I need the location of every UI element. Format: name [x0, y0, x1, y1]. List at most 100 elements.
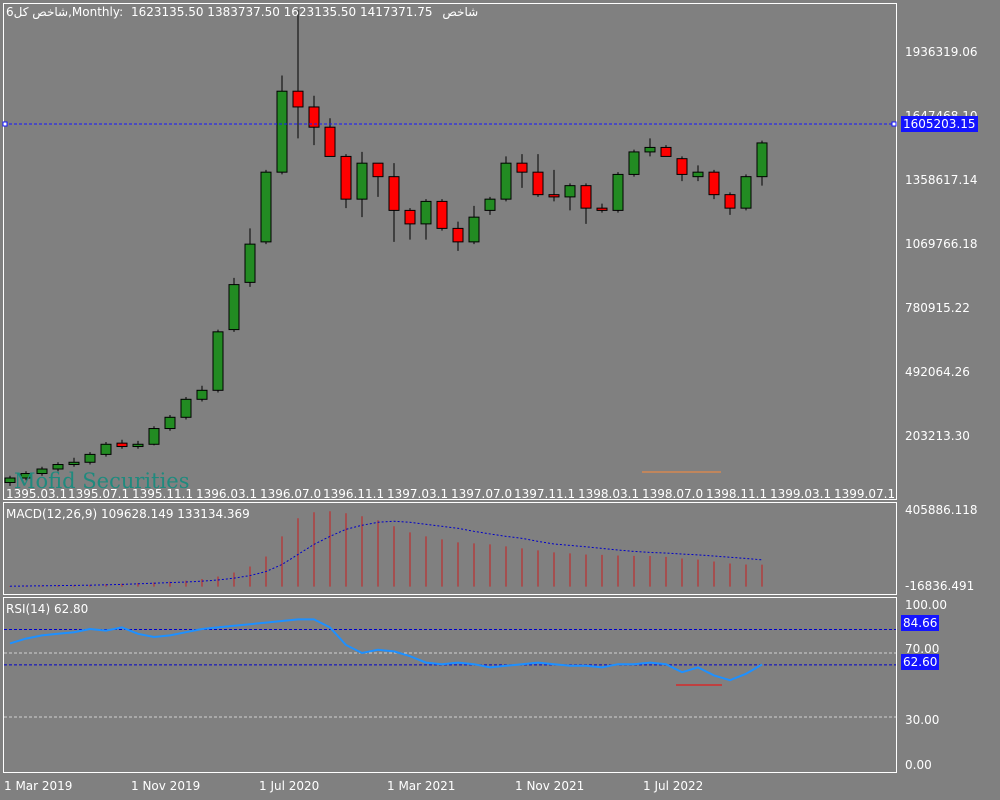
candle[interactable] — [276, 75, 288, 175]
price-line-handle-left[interactable] — [2, 121, 8, 127]
candle[interactable] — [116, 439, 128, 449]
candle[interactable] — [212, 329, 224, 393]
candle[interactable] — [340, 154, 352, 209]
candle[interactable] — [196, 385, 208, 402]
candle[interactable] — [228, 277, 240, 332]
candle[interactable] — [180, 397, 192, 420]
bear-candle-body — [308, 106, 320, 128]
candle[interactable] — [628, 149, 640, 177]
candle[interactable] — [740, 174, 752, 211]
inner-date-label: 1395.03.1 — [6, 487, 68, 501]
current-price-tag: 1605203.15 — [901, 116, 978, 132]
bear-candle-body — [580, 185, 592, 209]
price-line-handle-right[interactable] — [891, 121, 897, 127]
candle[interactable] — [20, 471, 32, 481]
candle[interactable] — [308, 95, 320, 146]
inner-date-label: 1398.07.0 — [642, 487, 704, 501]
timeframe-label: Monthly: — [71, 5, 124, 19]
bull-candle-body — [164, 416, 176, 430]
bull-candle-body — [180, 398, 192, 418]
time-axis-label: 1 Jul 2020 — [259, 779, 320, 793]
ohlc-values: 1623135.50 1383737.50 1623135.50 1417371… — [130, 5, 433, 19]
candle[interactable] — [260, 169, 272, 245]
candle[interactable] — [708, 169, 720, 200]
candle[interactable] — [676, 156, 688, 182]
candle[interactable] — [52, 462, 64, 472]
candle[interactable] — [36, 466, 48, 476]
price-axis-label: 1936319.06 — [905, 45, 978, 59]
candle[interactable] — [484, 196, 496, 215]
candle[interactable] — [132, 440, 144, 449]
bear-candle-body — [436, 200, 448, 229]
bull-candle-body — [484, 198, 496, 211]
candle[interactable] — [516, 154, 528, 188]
candle[interactable] — [388, 163, 400, 242]
candle[interactable] — [452, 221, 464, 251]
macd-signal-line — [9, 520, 763, 587]
bull-candle-body — [212, 331, 224, 391]
candle[interactable] — [292, 10, 304, 139]
bull-candle-body — [100, 443, 112, 455]
inner-date-label: 1396.11.1 — [323, 487, 385, 501]
candle[interactable] — [580, 183, 592, 224]
candle[interactable] — [164, 415, 176, 431]
candle[interactable] — [692, 165, 704, 182]
candle[interactable] — [660, 145, 672, 157]
bear-candle-body — [404, 209, 416, 225]
bull-candle-body — [228, 284, 240, 331]
inner-date-label: 1399.03.1 — [770, 487, 832, 501]
bull-candle-body — [20, 473, 32, 479]
macd-label: MACD(12,26,9) 109628.149 133134.369 — [6, 507, 250, 521]
price-panel-frame — [3, 3, 897, 500]
bear-candle-body — [292, 90, 304, 108]
candle[interactable] — [84, 452, 96, 465]
bull-candle-body — [644, 146, 656, 153]
candle[interactable] — [500, 156, 512, 202]
bear-candle-body — [548, 194, 560, 198]
candle[interactable] — [148, 426, 160, 446]
candle[interactable] — [596, 203, 608, 213]
candle[interactable] — [612, 172, 624, 213]
bull-candle-body — [420, 200, 432, 225]
macd-axis-min: -16836.491 — [905, 579, 975, 593]
candle[interactable] — [564, 183, 576, 211]
candle[interactable] — [324, 118, 336, 157]
inner-date-label: 1396.03.1 — [196, 487, 258, 501]
bull-candle-body — [84, 453, 96, 463]
macd-panel-frame — [3, 502, 897, 595]
candle[interactable] — [420, 199, 432, 240]
candle[interactable] — [68, 457, 80, 467]
candle[interactable] — [404, 208, 416, 240]
bear-candle-body — [452, 227, 464, 243]
candle[interactable] — [356, 151, 368, 218]
indicator-name: شاخص — [442, 5, 479, 19]
candle[interactable] — [468, 205, 480, 245]
candle[interactable] — [436, 199, 448, 231]
candle[interactable] — [724, 192, 736, 215]
inner-date-label: 1396.07.0 — [260, 487, 322, 501]
inner-date-label: 1397.03.1 — [387, 487, 449, 501]
bull-candle-body — [52, 464, 64, 470]
inner-date-label: 1395.07.1 — [68, 487, 130, 501]
bear-candle-body — [708, 171, 720, 196]
candle[interactable] — [548, 169, 560, 202]
bull-candle-body — [244, 243, 256, 283]
candle[interactable] — [532, 154, 544, 197]
candle[interactable] — [372, 162, 384, 197]
macd-axis-max: 405886.118 — [905, 503, 978, 517]
candle[interactable] — [756, 140, 768, 186]
bull-candle-body — [132, 443, 144, 448]
inner-date-label: 1397.07.0 — [451, 487, 513, 501]
candle[interactable] — [644, 138, 656, 157]
inner-date-label: 1395.11.1 — [132, 487, 194, 501]
candle[interactable] — [100, 442, 112, 457]
candle[interactable] — [244, 228, 256, 287]
bull-candle-body — [564, 185, 576, 198]
inner-date-label: 1398.03.1 — [578, 487, 640, 501]
price-axis-label: 1069766.18 — [905, 237, 978, 251]
bear-candle-body — [516, 162, 528, 173]
bear-candle-body — [596, 207, 608, 211]
candle[interactable] — [4, 475, 16, 486]
